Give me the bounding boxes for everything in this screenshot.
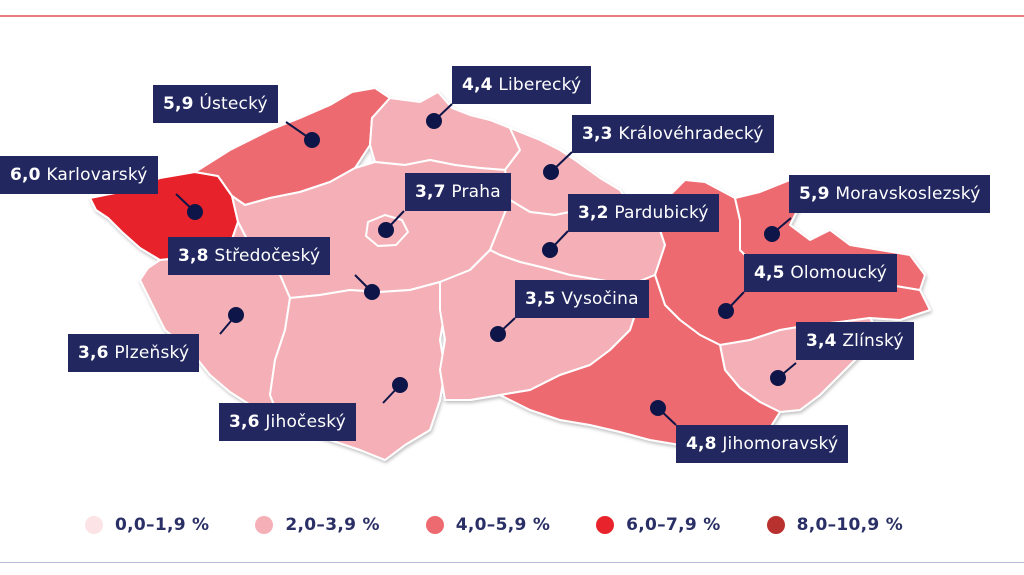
legend-swatch-icon: [425, 516, 444, 534]
region-name: Královéhradecký: [618, 124, 764, 144]
pin-jihomoravsky: [650, 400, 666, 416]
region-name: Karlovarský: [46, 165, 148, 185]
legend-swatch-icon: [85, 516, 103, 534]
pin-karlovarsky: [187, 204, 203, 220]
label-jihocesky: 3,6 Jihočeský: [219, 403, 357, 441]
label-moravskoslezsky: 5,9 Moravskoslezský: [789, 175, 991, 213]
label-pardubicky: 3,2 Pardubický: [568, 194, 719, 232]
pin-olomoucky: [718, 303, 734, 319]
legend-label: 2,0–3,9 %: [285, 515, 380, 535]
pin-vysocina: [490, 326, 506, 342]
region-jihomoravsky: [499, 274, 781, 446]
label-jihomoravsky: 4,8 Jihomoravský: [676, 425, 849, 463]
region-name: Jihočeský: [265, 412, 347, 432]
top-rule: [0, 15, 1024, 17]
value: 4,5: [754, 263, 785, 283]
label-olomoucky: 4,5 Olomoucký: [744, 254, 898, 292]
pin-kralovehradecky: [543, 164, 559, 180]
legend-label: 0,0–1,9 %: [115, 515, 210, 535]
legend-swatch-icon: [596, 516, 615, 534]
pin-praha: [378, 222, 394, 238]
label-plzensky: 3,6 Plzeňský: [68, 334, 200, 372]
legend-item: 6,0–7,9 %: [596, 515, 720, 535]
region-name: Plzeňský: [114, 343, 190, 363]
label-karlovarsky: 6,0 Karlovarský: [0, 156, 158, 194]
region-name: Jihomoravský: [722, 434, 839, 454]
value: 3,5: [525, 289, 556, 309]
label-kralovehradecky: 3,3 Královéhradecký: [572, 115, 774, 153]
pin-zlinsky: [770, 370, 786, 386]
value: 3,7: [415, 182, 446, 202]
region-name: Praha: [451, 182, 501, 202]
value: 4,8: [686, 434, 717, 454]
pin-plzensky: [228, 307, 244, 323]
value: 6,0: [10, 165, 41, 185]
region-name: Liberecký: [498, 75, 582, 95]
label-praha: 3,7 Praha: [405, 173, 511, 211]
region-name: Olomoucký: [790, 263, 888, 283]
legend-label: 8,0–10,9 %: [796, 515, 904, 535]
legend: 0,0–1,9 % 2,0–3,9 % 4,0–5,9 % 6,0–7,9 % …: [85, 515, 949, 535]
label-zlinsky: 3,4 Zlínský: [796, 322, 914, 360]
value: 3,8: [178, 246, 209, 266]
label-stredocesky: 3,8 Středočeský: [168, 237, 331, 275]
pin-ustecky: [304, 132, 320, 148]
pin-moravskoslezsky: [764, 226, 780, 242]
legend-swatch-icon: [255, 516, 274, 534]
value: 3,4: [806, 331, 837, 351]
label-vysocina: 3,5 Vysočina: [515, 280, 649, 318]
label-liberecky: 4,4 Liberecký: [452, 66, 592, 104]
value: 5,9: [163, 94, 194, 114]
region-name: Pardubický: [614, 203, 709, 223]
value: 3,3: [582, 124, 613, 144]
region-name: Zlínský: [842, 331, 904, 351]
legend-swatch-icon: [766, 516, 785, 534]
region-name: Moravskoslezský: [835, 184, 981, 204]
legend-item: 2,0–3,9 %: [255, 515, 379, 535]
pin-liberecky: [426, 113, 442, 129]
legend-label: 6,0–7,9 %: [626, 515, 721, 535]
region-name: Vysočina: [561, 289, 639, 309]
legend-item: 4,0–5,9 %: [425, 515, 551, 535]
legend-label: 4,0–5,9 %: [455, 515, 551, 535]
value: 3,6: [229, 412, 260, 432]
pin-pardubicky: [542, 242, 558, 258]
label-ustecky: 5,9 Ústecký: [153, 85, 278, 123]
pin-jihocesky: [392, 377, 408, 393]
bottom-rule: [0, 562, 1024, 563]
legend-item: 0,0–1,9 %: [85, 515, 209, 535]
region-name: Ústecký: [199, 94, 268, 114]
value: 3,2: [578, 203, 609, 223]
pin-stredocesky: [364, 284, 380, 300]
value: 3,6: [78, 343, 109, 363]
region-name: Středočeský: [214, 246, 321, 266]
legend-item: 8,0–10,9 %: [766, 515, 904, 535]
value: 4,4: [462, 75, 493, 95]
value: 5,9: [799, 184, 830, 204]
